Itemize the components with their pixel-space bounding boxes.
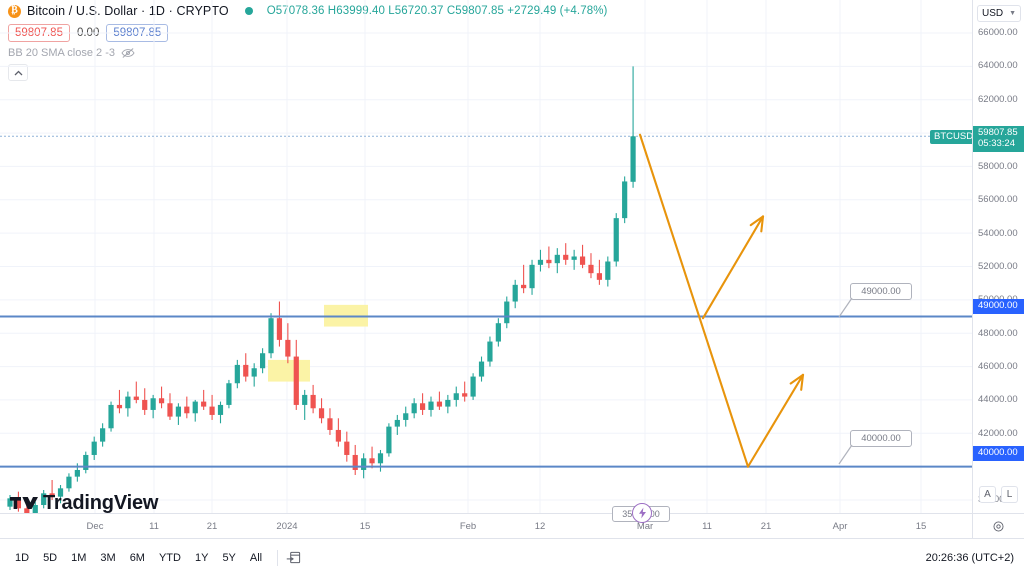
time-tick: 11 [149,521,159,532]
collapse-legend-button[interactable] [8,64,28,81]
time-range-buttons[interactable]: 1D 5D 1M 3M 6M YTD 1Y 5Y All [8,549,269,567]
chevron-down-icon: ▼ [1009,10,1016,17]
price-axis-buttons[interactable]: A L [979,486,1018,503]
price-level-tag[interactable]: 49000.00 [973,299,1024,314]
indicator-title-row[interactable]: BB 20 SMA close 2 -3 [8,47,135,59]
time-tick: 15 [915,521,927,532]
range-button-1y[interactable]: 1Y [194,551,209,564]
currency-selector[interactable]: USD ▼ [977,5,1021,22]
price-tick: 42000.00 [978,428,1018,439]
price-tick: 38000.00 [978,494,1018,505]
level-callout[interactable]: 49000.00 [850,283,912,300]
price-tick: 52000.00 [978,261,1018,272]
toolbar-divider [277,549,279,566]
range-button-6m[interactable]: 6M [129,551,145,564]
price-tick: 56000.00 [978,194,1018,205]
go-to-date-icon [286,551,301,564]
range-button-3m[interactable]: 3M [100,551,116,564]
time-axis[interactable]: Dec 11 21 2024 15 Feb 12 Mar 11 21 Apr 15 [0,513,972,538]
price-tick: 54000.00 [978,228,1018,239]
range-button-5y[interactable]: 5Y [222,551,236,564]
price-axis[interactable]: USD ▼ 66000.00 64000.00 62000.00 58000.00 56… [972,0,1024,513]
gear-icon [993,521,1004,531]
bar-countdown: 05:33:24 [978,137,1015,149]
time-tick: Feb [459,521,477,532]
chevron-up-icon [14,70,22,75]
log-scale-button[interactable]: L [1001,486,1018,503]
bitcoin-icon: ₿ [8,4,21,18]
price-tick: 66000.00 [978,27,1018,38]
time-tick: Apr [832,521,848,532]
range-button-5d[interactable]: 5D [43,551,58,564]
symbol-price-tag: BTCUSD [930,130,978,144]
tradingview-logo-icon [10,496,38,509]
time-tick: 12 [534,521,546,532]
auto-scale-button[interactable]: A [979,486,996,503]
price-tick: 46000.00 [978,361,1018,372]
indicator-values-row: 59807.85 0.00 59807.85 [8,24,169,42]
market-status-dot [244,7,253,15]
callout-pointer [838,297,853,318]
price-tick: 58000.00 [978,161,1018,172]
current-price-tag[interactable]: 59807.85 05:33:24 [973,126,1024,152]
time-tick: Mar [636,521,654,532]
time-tick: Dec [86,521,104,532]
candle-series [7,66,636,513]
range-button-all[interactable]: All [249,551,263,564]
go-to-date-button[interactable] [286,550,301,565]
range-button-1m[interactable]: 1M [71,551,87,564]
watermark-text: TradingView [43,492,159,514]
price-tick: 48000.00 [978,328,1018,339]
eye-off-icon[interactable] [121,47,135,59]
candlestick-canvas[interactable] [0,0,972,513]
ohlc-values: O57078.36 H63999.40 L56720.37 C59807.85 … [266,5,608,17]
price-tick: 44000.00 [978,394,1018,405]
price-tick: 62000.00 [978,94,1018,105]
price-level-tag[interactable]: 40000.00 [973,446,1024,461]
current-price-value: 59807.85 [978,127,1018,138]
time-tick: 15 [359,521,371,532]
clock-label: 20:26:36 (UTC+2) [925,551,1014,564]
indicator-label[interactable]: BB 20 SMA close 2 -3 [8,47,115,59]
range-button-1d[interactable]: 1D [15,551,30,564]
chart-legend-symbol-row: ₿ Bitcoin / U.S. Dollar · 1D · CRYPTO O5… [8,4,607,18]
projection-drawing [638,133,805,468]
price-tick: 64000.00 [978,60,1018,71]
grid-lines [0,0,972,513]
callout-pointer [838,444,853,465]
time-tick: 2024 [276,521,298,532]
level-callout[interactable]: 40000.00 [850,430,912,447]
tradingview-watermark: TradingView [10,492,158,515]
chart-settings-button[interactable] [972,513,1024,538]
currency-label: USD [982,8,1004,19]
time-tick: 21 [206,521,218,532]
chart-plot-area[interactable] [0,0,972,513]
symbol-title[interactable]: Bitcoin / U.S. Dollar · 1D · CRYPTO [27,4,229,18]
bottom-toolbar[interactable]: 1D 5D 1M 3M 6M YTD 1Y 5Y All 20:26:36 (UTC+2) [0,538,1024,576]
lightning-bolt-icon[interactable] [632,503,652,523]
time-tick: 21 [760,521,772,532]
time-tick: 11 [702,521,712,532]
range-button-ytd[interactable]: YTD [158,551,181,564]
